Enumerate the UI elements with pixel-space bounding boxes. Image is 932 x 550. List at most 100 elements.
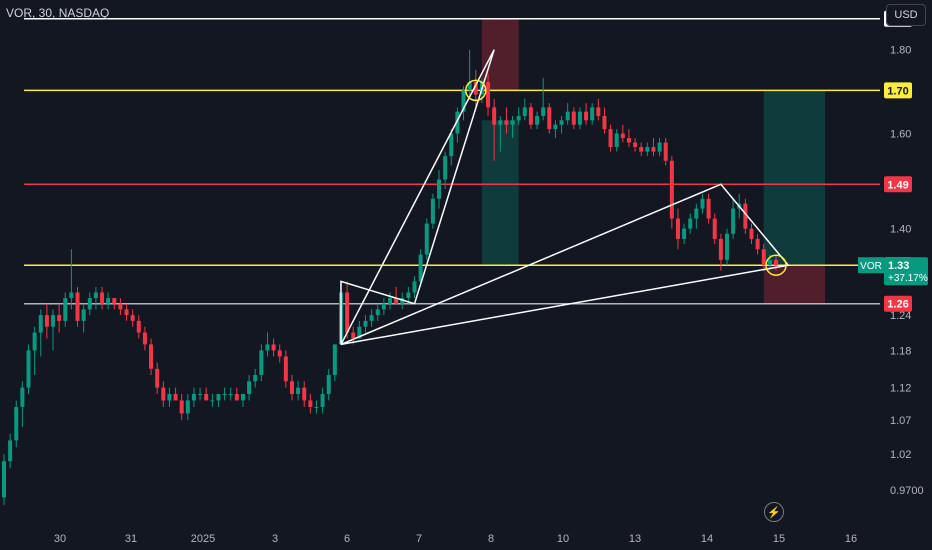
candle-body (388, 298, 392, 304)
candle-body (731, 208, 736, 234)
x-tick-label: 3 (272, 533, 278, 545)
x-tick-label: 15 (773, 533, 785, 545)
triangle-drawing-1 (340, 183, 790, 346)
candle-body (204, 393, 209, 401)
candle-body (406, 292, 411, 299)
candle-body (289, 381, 294, 394)
x-tick-label: 30 (54, 533, 66, 545)
candle-body (620, 133, 625, 139)
candle-body (369, 315, 374, 321)
candle-body (394, 298, 399, 304)
y-tick-label: 1.07 (890, 415, 911, 427)
candle-body (87, 298, 92, 310)
candle-body (430, 198, 435, 224)
candle-body (455, 111, 460, 134)
candle-body (486, 82, 491, 108)
candle-body (253, 374, 258, 382)
candle-body (755, 238, 760, 250)
x-tick-label: 7 (416, 533, 422, 545)
x-tick-label: 10 (557, 533, 569, 545)
currency-button[interactable]: USD (886, 4, 926, 26)
lightning-icon[interactable]: ⚡ (764, 502, 784, 522)
candle-body (351, 332, 356, 339)
candle-body (210, 400, 215, 402)
candle-body (51, 315, 56, 327)
candle-body (749, 228, 754, 239)
candle-body (8, 440, 13, 462)
candle-body (106, 298, 111, 304)
x-tick-label: 14 (701, 533, 713, 545)
candle-body (155, 368, 160, 388)
x-tick-label: 8 (488, 533, 494, 545)
candle-body (767, 259, 772, 266)
x-tick-label: 6 (344, 533, 350, 545)
candle-body (38, 315, 43, 333)
candle-body (559, 120, 564, 125)
y-tick-label: 1.24 (890, 310, 911, 322)
candle-body (645, 147, 650, 152)
candle-body (449, 133, 454, 157)
level-tag-label-4: 1.26 (887, 299, 908, 311)
y-tick-label: 1.60 (890, 129, 911, 141)
candle-body (639, 147, 644, 152)
candle-body (584, 111, 589, 121)
candle-body (381, 303, 386, 310)
candle-body (271, 344, 276, 351)
candle-body (522, 107, 527, 116)
level-tag-4 (884, 295, 912, 312)
candle-body (247, 381, 252, 394)
candle-body (535, 115, 540, 125)
zone-loss-3 (763, 265, 826, 304)
candle-body (608, 129, 613, 148)
candle-body (669, 160, 674, 219)
candle-body (277, 350, 282, 357)
candle-body (541, 107, 546, 116)
candle-body (222, 393, 227, 395)
candle-body (345, 292, 350, 333)
candle-body (93, 292, 98, 299)
candle-body (700, 198, 705, 209)
candle-body (706, 198, 711, 219)
y-tick-label: 1.40 (890, 224, 911, 236)
candle-body (179, 400, 184, 414)
candle-body (743, 203, 748, 229)
candle-body (332, 344, 337, 375)
zone-loss-0 (481, 18, 519, 91)
price-tag (884, 257, 928, 286)
candle-body (626, 138, 631, 143)
candle-body (44, 315, 49, 327)
candle-body (259, 350, 264, 375)
candle-body (357, 326, 362, 339)
candle-body (100, 292, 105, 304)
candle-body (596, 107, 601, 116)
x-tick-label: 13 (629, 533, 641, 545)
candle-body (32, 332, 37, 351)
candle-body (240, 393, 245, 401)
y-tick-label: 1.18 (890, 345, 911, 357)
candle-body (688, 218, 693, 229)
candle-body (528, 107, 533, 125)
candle-body (63, 298, 68, 321)
candle-body (234, 393, 239, 401)
candle-body (657, 142, 662, 152)
candle-body (81, 309, 86, 321)
candle-body (694, 208, 699, 219)
candle-body (504, 120, 509, 125)
candle-body (712, 218, 717, 239)
candle-body (614, 133, 619, 148)
candle-body (57, 315, 62, 321)
candle-body (590, 107, 595, 121)
zone-profit-2 (763, 90, 826, 266)
candle-body (516, 115, 521, 121)
candle-body (167, 393, 172, 401)
candle-body (296, 387, 301, 394)
candle-body (761, 249, 766, 266)
candle-body (577, 111, 582, 125)
candle-body (173, 393, 178, 401)
candle-body (510, 120, 515, 125)
symbol-tag-label: VOR (860, 261, 882, 272)
y-tick-label: 1.80 (890, 45, 911, 57)
candle-body (198, 393, 203, 395)
candle-body (216, 393, 221, 401)
